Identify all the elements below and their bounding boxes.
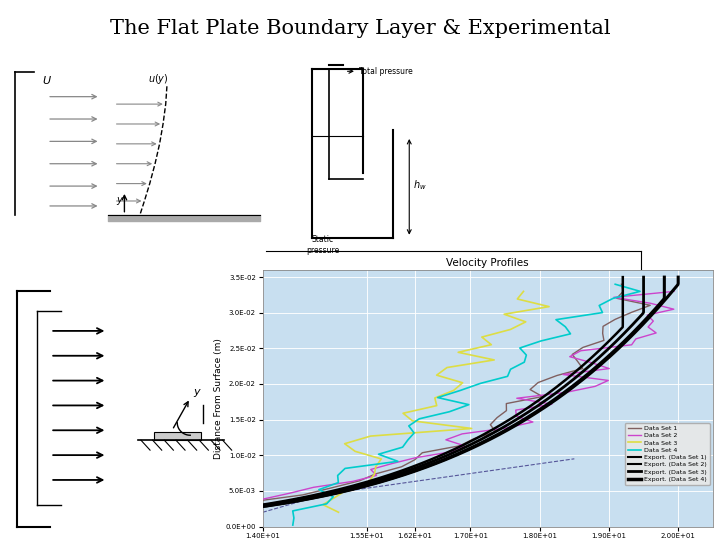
Text: $h_w$: $h_w$ — [413, 178, 427, 192]
Legend: Data Set 1, Data Set 2, Data Set 3, Data Set 4, Export. (Data Set 1), Export. (D: Data Set 1, Data Set 2, Data Set 3, Data… — [625, 422, 710, 485]
Text: The Flat Plate Boundary Layer & Experimental: The Flat Plate Boundary Layer & Experime… — [109, 19, 611, 38]
Title: Velocity Profiles: Velocity Profiles — [446, 258, 529, 268]
Text: $y$: $y$ — [193, 388, 202, 400]
Text: Static
pressure: Static pressure — [306, 235, 339, 255]
Y-axis label: Distance From Surface (m): Distance From Surface (m) — [214, 338, 222, 458]
Text: $u(y)$: $u(y)$ — [148, 72, 169, 86]
Text: Total pressure: Total pressure — [359, 67, 413, 76]
Bar — [154, 431, 201, 440]
Text: $y$: $y$ — [117, 195, 125, 207]
Text: $U$: $U$ — [42, 74, 52, 86]
